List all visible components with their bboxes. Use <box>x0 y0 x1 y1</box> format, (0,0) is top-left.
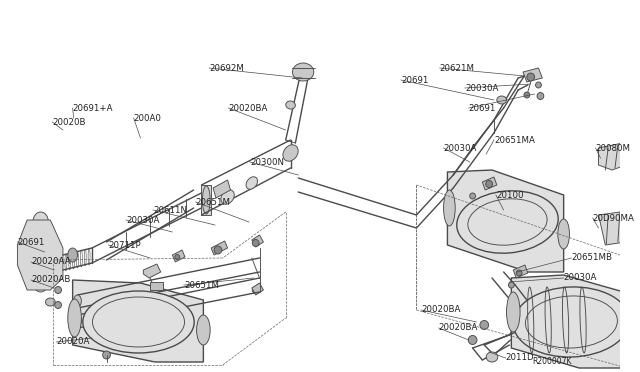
Polygon shape <box>150 282 163 290</box>
Text: 200A0: 200A0 <box>134 113 161 122</box>
Ellipse shape <box>513 287 630 357</box>
Ellipse shape <box>506 292 520 332</box>
Polygon shape <box>598 142 634 170</box>
Polygon shape <box>511 275 634 368</box>
Ellipse shape <box>28 251 45 273</box>
Ellipse shape <box>468 336 477 344</box>
Text: 20711P: 20711P <box>108 241 141 250</box>
Text: 20020AB: 20020AB <box>31 276 70 285</box>
Text: 20651M: 20651M <box>196 198 230 206</box>
Polygon shape <box>447 170 564 272</box>
Polygon shape <box>483 177 497 190</box>
Polygon shape <box>213 180 230 198</box>
Ellipse shape <box>252 286 259 294</box>
Ellipse shape <box>516 270 522 276</box>
Ellipse shape <box>202 186 210 214</box>
Ellipse shape <box>527 73 534 81</box>
Text: 20030A: 20030A <box>465 83 499 93</box>
Ellipse shape <box>68 299 81 337</box>
Ellipse shape <box>524 92 530 98</box>
Polygon shape <box>17 220 63 290</box>
Polygon shape <box>143 264 161 278</box>
Ellipse shape <box>283 145 298 161</box>
Text: 20020A: 20020A <box>56 337 90 346</box>
Text: 20691+A: 20691+A <box>72 103 113 112</box>
Text: 20020B: 20020B <box>52 118 86 126</box>
Text: 2011D: 2011D <box>506 353 534 362</box>
Ellipse shape <box>74 295 81 307</box>
Polygon shape <box>211 241 228 255</box>
Text: 20030A: 20030A <box>564 273 597 282</box>
Ellipse shape <box>74 315 81 327</box>
Text: 20300N: 20300N <box>250 157 284 167</box>
Text: 20651MB: 20651MB <box>572 253 612 263</box>
Ellipse shape <box>292 63 314 81</box>
Ellipse shape <box>480 321 488 330</box>
Polygon shape <box>523 68 542 82</box>
Ellipse shape <box>486 180 492 187</box>
Text: 20020AA: 20020AA <box>31 257 70 266</box>
Ellipse shape <box>246 177 257 189</box>
Ellipse shape <box>536 82 541 88</box>
Ellipse shape <box>558 219 570 249</box>
Ellipse shape <box>102 351 111 359</box>
Text: 20691: 20691 <box>17 237 45 247</box>
Polygon shape <box>252 235 264 247</box>
Polygon shape <box>72 280 204 362</box>
Ellipse shape <box>470 193 476 199</box>
Ellipse shape <box>33 212 49 232</box>
Text: 20692M: 20692M <box>209 64 244 73</box>
Ellipse shape <box>497 96 506 104</box>
Text: 20691: 20691 <box>468 103 496 112</box>
Ellipse shape <box>252 240 259 247</box>
Ellipse shape <box>486 352 498 362</box>
Text: 20030A: 20030A <box>126 215 159 224</box>
Text: 20D90MA: 20D90MA <box>593 214 635 222</box>
Ellipse shape <box>83 291 194 353</box>
Text: R200007K: R200007K <box>532 357 572 366</box>
Polygon shape <box>172 250 185 262</box>
Ellipse shape <box>214 246 222 254</box>
Text: 20621M: 20621M <box>440 64 475 73</box>
Text: 20020BA: 20020BA <box>228 103 268 112</box>
Ellipse shape <box>196 315 210 345</box>
Text: 20651M: 20651M <box>184 280 219 289</box>
Text: 20020BA: 20020BA <box>421 305 461 314</box>
Text: 20100: 20100 <box>496 190 524 199</box>
Ellipse shape <box>45 298 55 306</box>
Polygon shape <box>598 210 639 245</box>
Ellipse shape <box>54 301 61 308</box>
Ellipse shape <box>444 190 455 226</box>
Text: 20080M: 20080M <box>596 144 630 153</box>
Ellipse shape <box>221 190 234 204</box>
Text: 20611N: 20611N <box>153 205 187 215</box>
Text: 20030A: 20030A <box>444 144 477 153</box>
Ellipse shape <box>537 93 544 99</box>
Ellipse shape <box>54 286 61 294</box>
Ellipse shape <box>285 101 295 109</box>
Text: 20651MA: 20651MA <box>494 135 535 144</box>
Ellipse shape <box>68 248 77 262</box>
Text: 20691: 20691 <box>401 76 428 84</box>
Ellipse shape <box>175 254 180 260</box>
Polygon shape <box>252 283 264 295</box>
Ellipse shape <box>628 312 639 348</box>
Ellipse shape <box>457 191 558 253</box>
Ellipse shape <box>33 272 49 292</box>
Ellipse shape <box>508 282 515 288</box>
Text: 20020BA: 20020BA <box>438 324 478 333</box>
Ellipse shape <box>28 231 45 253</box>
Polygon shape <box>202 185 211 215</box>
Polygon shape <box>513 265 528 278</box>
